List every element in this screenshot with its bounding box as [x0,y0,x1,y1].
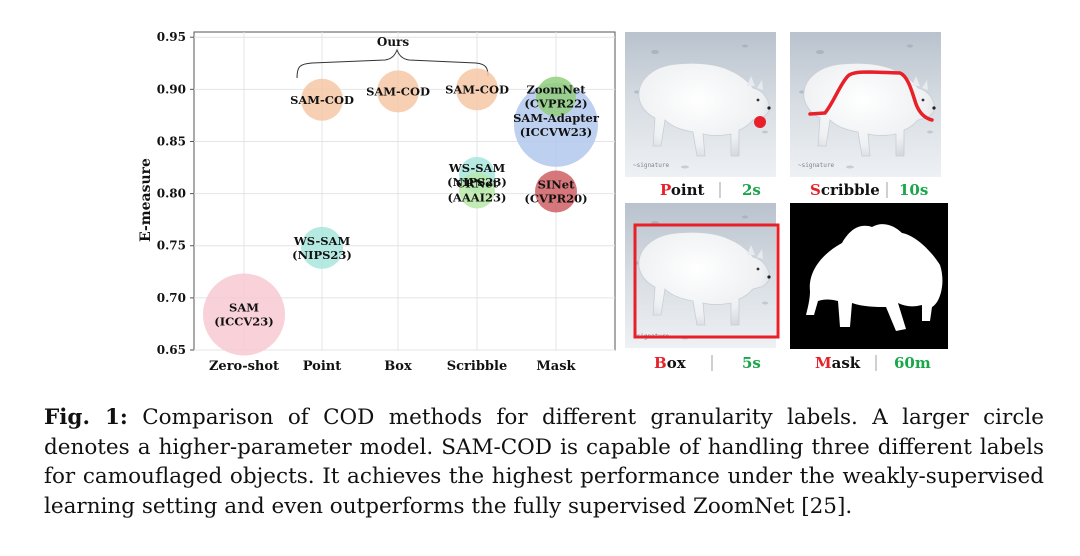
y-tick-label: 0.95 [157,30,186,44]
y-tick-label: 0.75 [157,239,186,253]
bubble [514,82,598,167]
scribble-stroke [808,70,934,122]
bubble [377,70,419,113]
point-initial: P [660,181,671,199]
panel-scribble-image [790,32,941,177]
bubble-label: SAM (ICCV23) [214,301,274,329]
ours-brace: Ours [296,35,489,79]
panel-point-image [625,32,776,177]
scribble-time: 10s [899,181,928,199]
bubble [536,76,576,117]
y-axis-label: E-measure [138,158,154,242]
y-tick-label: 0.65 [157,343,186,357]
point-time: 2s [742,181,761,199]
bubble-label: WS-SAM (NIPS23) [447,161,507,189]
x-tick-label: Mask [536,359,576,374]
y-tick-label: 0.70 [157,291,186,305]
bubble [301,226,343,269]
x-axis: Zero-shot Point Box Scribble Mask [209,359,577,374]
x-tick-label: Zero-shot [209,359,279,374]
bubble-label: SINet (CVPR20) [524,178,587,206]
bubble-label: ZoomNet (CVPR22) [524,83,587,111]
scribble-initial: S [810,181,821,199]
y-axis: 0.65 0.70 0.75 0.80 0.85 0.90 0.95 [157,30,194,357]
point-click-marker [754,116,766,128]
x-tick-label: Point [303,359,342,374]
y-tick-label: 0.80 [157,187,186,201]
svg-text:Scribble: Scribble [810,181,880,199]
bubble-label: SAM-Adapter (ICCVW23) [513,111,600,139]
box-initial: B [654,354,667,372]
mask-rest: ask [832,354,861,372]
ours-label: Ours [377,35,410,49]
bubble [535,170,577,213]
mask-time: 60m [894,354,931,372]
panel-labels: Point 2s Scribble 10s Box 5s Mask 60m [654,181,931,372]
x-tick-label: Scribble [447,359,507,374]
panel-box-image [625,203,780,348]
svg-text:Box: Box [654,354,687,372]
label-scribble: Scribble 10s [810,181,928,199]
bubble-label: CRNet (AAAI23) [447,176,506,204]
caption-text: Comparison of COD methods for different … [44,405,1044,519]
box-rest: ox [667,354,687,372]
y-tick-label: 0.90 [157,82,186,96]
bubble [301,78,343,121]
bubble [459,172,495,209]
y-tick-label: 0.85 [157,134,186,148]
label-mask: Mask 60m [815,354,931,372]
mask-silhouette [806,224,943,331]
box-prompt [633,223,780,339]
box-time: 5s [742,354,761,372]
bubble-chart: 0.65 0.70 0.75 0.80 0.85 0.90 0.95 Zero-shot Po… [138,30,616,374]
mask-initial: M [815,354,832,372]
label-box: Box 5s [654,354,761,372]
bubble [203,273,285,356]
figure: ~signature 0.650.700.750.800.850.900.95 … [138,30,948,374]
svg-text:Point: Point [660,181,704,199]
bubble-label: WS-SAM (NIPS23) [292,234,352,262]
panel-mask-image [790,203,948,349]
point-rest: oint [671,181,705,199]
bubbles: SAM (ICCV23) WS-SAM (NIPS23) SAM-COD SAM-COD S… [203,68,600,356]
bubble-label: SAM-COD [366,84,430,98]
caption-label: Fig. 1: [44,405,128,430]
bubble-label: SAM-COD [290,93,354,107]
svg-text:Mask: Mask [815,354,861,372]
scribble-rest: cribble [821,181,880,199]
label-point: Point 2s [660,181,761,199]
x-tick-label: Box [384,359,412,374]
bubble-label: SAM-COD [445,82,509,96]
figure-caption: Fig. 1: Comparison of COD methods for di… [44,403,1044,521]
bubble [456,68,498,111]
